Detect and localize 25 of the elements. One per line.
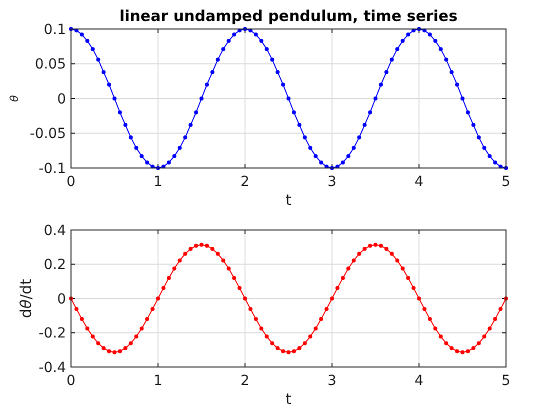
- y-tick-label: 0.05: [34, 56, 66, 73]
- y-axis-title: θ: [8, 94, 21, 102]
- chart-title: linear undamped pendulum, time series: [119, 7, 458, 25]
- y-tick-label: -0.4: [38, 360, 66, 376]
- x-tick-label: 5: [502, 174, 510, 190]
- y-tick-label: 0.2: [44, 257, 66, 274]
- x-tick-label: 4: [414, 373, 424, 389]
- x-tick-label: 1: [154, 373, 162, 389]
- y-tick-label: -0.2: [38, 326, 66, 342]
- x-tick-label: 4: [414, 174, 424, 190]
- y-tick-label: -0.1: [38, 160, 66, 177]
- x-tick-label: 2: [240, 174, 250, 190]
- y-tick-label: 0.4: [44, 222, 66, 239]
- x-tick-label: 2: [240, 373, 250, 389]
- x-tick-label: 5: [502, 373, 510, 389]
- y-tick-label: 0: [57, 291, 66, 308]
- x-tick-label: 1: [154, 174, 162, 190]
- y-tick-label: 0.1: [44, 22, 66, 38]
- x-tick-label: 3: [328, 174, 336, 190]
- x-tick-label: 3: [328, 373, 336, 389]
- y-tick-label: -0.05: [30, 126, 66, 142]
- y-tick-label: 0: [57, 91, 66, 108]
- x-axis-title: t: [286, 390, 292, 408]
- x-axis-title: t: [286, 191, 292, 209]
- y-axis-title: dθ/dt: [17, 278, 35, 318]
